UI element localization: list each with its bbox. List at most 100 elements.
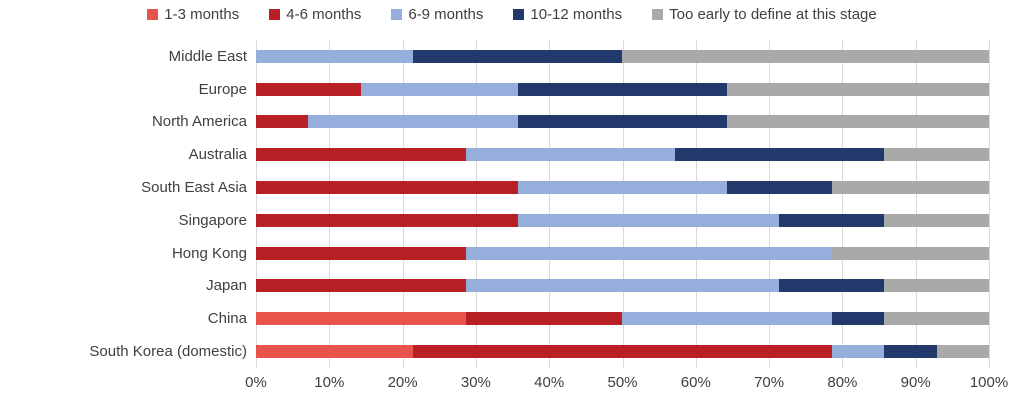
gridline — [475, 40, 477, 368]
gridline — [402, 40, 404, 368]
bar-segment-6-9-months — [465, 148, 675, 162]
bar-track — [256, 181, 989, 195]
bar-segment-too-early-to-define-at-this-stage — [832, 181, 989, 195]
category-label: Australia — [188, 146, 247, 164]
bar-segment-too-early-to-define-at-this-stage — [884, 213, 989, 227]
bar-segment-6-9-months — [256, 49, 413, 63]
x-axis-tick-label: 60% — [680, 374, 711, 391]
x-axis-tick-label: 30% — [460, 374, 491, 391]
x-axis-tick-label: 70% — [754, 374, 785, 391]
bar-segment-1-3-months — [256, 312, 466, 326]
bar-segment-6-9-months — [360, 82, 518, 96]
bar-segment-6-9-months — [465, 246, 833, 260]
legend-item-1: 1-3 months — [147, 6, 239, 23]
bar-segment-too-early-to-define-at-this-stage — [884, 279, 989, 293]
table-row: Middle East — [0, 40, 989, 73]
category-label: Europe — [198, 80, 247, 98]
legend-label: 4-6 months — [286, 6, 362, 23]
x-axis-tick-label: 50% — [607, 374, 638, 391]
bar-track — [256, 345, 989, 359]
gridline — [989, 40, 990, 368]
bar-track — [256, 148, 989, 162]
legend-item-3: 6-9 months — [391, 6, 483, 23]
gridline — [622, 40, 624, 368]
x-axis: 0% 10% 20% 30% 40% 50% 60% 70% 80% 90% 100% — [245, 374, 1008, 398]
bar-segment-4-6-months — [465, 312, 623, 326]
bar-segment-10-12-months — [779, 279, 885, 293]
legend-swatch-icon — [147, 9, 159, 20]
bar-segment-too-early-to-define-at-this-stage — [936, 345, 989, 359]
legend-swatch-icon — [513, 9, 525, 20]
bar-segment-6-9-months — [517, 213, 780, 227]
category-label: Singapore — [178, 211, 247, 229]
bar-segment-10-12-months — [779, 213, 885, 227]
category-label: North America — [151, 113, 247, 131]
bar-segment-too-early-to-define-at-this-stage — [884, 312, 989, 326]
bar-track — [256, 213, 989, 227]
x-axis-tick-label: 90% — [900, 374, 931, 391]
legend-label: 10-12 months — [530, 6, 623, 23]
bar-segment-4-6-months — [256, 246, 466, 260]
bar-segment-4-6-months — [256, 115, 309, 129]
bar-segment-4-6-months — [256, 279, 466, 293]
plot-area: Middle East Europe North America Australia S… — [0, 40, 990, 368]
bar-segment-6-9-months — [308, 115, 518, 129]
category-label: China — [207, 310, 247, 328]
bar-segment-4-6-months — [412, 345, 833, 359]
x-axis-tick-label: 100% — [969, 374, 1009, 391]
bar-track — [256, 115, 989, 129]
table-row: North America — [0, 106, 989, 139]
gridline — [695, 40, 697, 368]
bar-segment-too-early-to-define-at-this-stage — [622, 49, 989, 63]
legend-item-2: 4-6 months — [269, 6, 361, 23]
x-axis-tick-label: 20% — [387, 374, 418, 391]
category-label: Japan — [206, 277, 247, 295]
bar-segment-too-early-to-define-at-this-stage — [727, 82, 989, 96]
table-row: Singapore — [0, 204, 989, 237]
legend: 1-3 months 4-6 months 6-9 months 10-12 mont… — [0, 6, 1024, 23]
bar-segment-10-12-months — [517, 82, 728, 96]
gridline — [256, 40, 257, 368]
bar-segment-6-9-months — [465, 279, 780, 293]
bar-segment-10-12-months — [674, 148, 885, 162]
legend-label: Too early to define at this stage — [669, 6, 877, 23]
gridline — [329, 40, 331, 368]
bar-segment-4-6-months — [256, 82, 361, 96]
table-row: Europe — [0, 73, 989, 106]
bar-segment-10-12-months — [884, 345, 937, 359]
x-axis-tick-label: 10% — [314, 374, 345, 391]
category-label: Middle East — [168, 47, 247, 65]
bar-track — [256, 279, 989, 293]
table-row: China — [0, 302, 989, 335]
bar-segment-10-12-months — [832, 312, 885, 326]
bar-segment-too-early-to-define-at-this-stage — [884, 148, 989, 162]
plot-rows: Middle East Europe North America Australia S… — [0, 40, 989, 368]
gridline — [842, 40, 844, 368]
legend-item-4: 10-12 months — [513, 6, 622, 23]
gridline — [915, 40, 917, 368]
bar-segment-too-early-to-define-at-this-stage — [832, 246, 989, 260]
table-row: Japan — [0, 270, 989, 303]
gridline — [549, 40, 551, 368]
legend-swatch-icon — [391, 9, 403, 20]
x-axis-tick-label: 0% — [245, 374, 267, 391]
bar-track — [256, 246, 989, 260]
legend-item-5: Too early to define at this stage — [652, 6, 877, 23]
bar-segment-4-6-months — [256, 181, 518, 195]
bar-segment-4-6-months — [256, 148, 466, 162]
bar-segment-6-9-months — [832, 345, 885, 359]
bar-segment-4-6-months — [256, 213, 518, 227]
bar-track — [256, 49, 989, 63]
table-row: South East Asia — [0, 171, 989, 204]
table-row: Australia — [0, 138, 989, 171]
bar-segment-10-12-months — [727, 181, 833, 195]
legend-swatch-icon — [652, 9, 664, 20]
table-row: South Korea (domestic) — [0, 335, 989, 368]
legend-label: 1-3 months — [164, 6, 240, 23]
bar-segment-10-12-months — [412, 49, 623, 63]
category-label: South Korea (domestic) — [89, 343, 247, 361]
bar-track — [256, 82, 989, 96]
legend-swatch-icon — [269, 9, 281, 20]
gridlines — [256, 40, 990, 368]
